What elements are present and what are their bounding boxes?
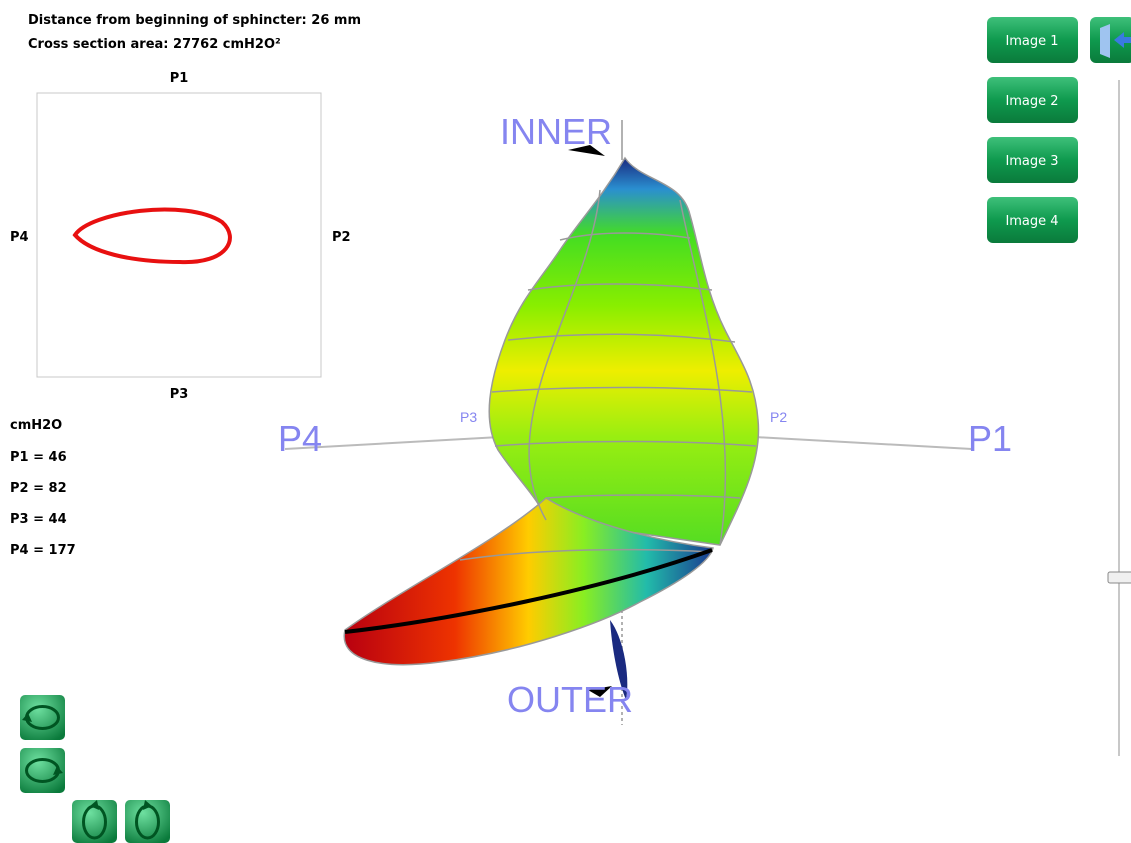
cross-section-box: [36, 92, 322, 378]
pressure-value: P4 = 177: [10, 543, 76, 558]
rotate-button-bg[interactable]: [20, 695, 65, 740]
marker-right-label: P2: [770, 409, 787, 425]
rotate-button[interactable]: [20, 695, 65, 740]
rotate-button[interactable]: [72, 800, 117, 843]
area-label: Cross section area: 27762 cmH2O²: [28, 37, 281, 52]
image-button[interactable]: Image 1: [987, 17, 1078, 63]
sphincter-lobe: [343, 497, 714, 666]
cross-right-label: P2: [332, 230, 351, 245]
cross-left-label: P4: [10, 230, 29, 245]
axis-line: [284, 436, 501, 450]
back-icon[interactable]: [1114, 32, 1131, 48]
rotate-icon[interactable]: [53, 766, 63, 775]
pressure-value: P2 = 82: [10, 481, 67, 496]
cross-top-label: P1: [170, 71, 189, 86]
distance-label: Distance from beginning of sphincter: 26…: [28, 13, 361, 28]
rotate-button-bg[interactable]: [72, 800, 117, 843]
pressure-value: P3 = 44: [10, 512, 67, 527]
back-button[interactable]: [1090, 17, 1131, 63]
inner-label: INNER: [500, 111, 612, 152]
position-line: [344, 548, 713, 634]
button-bg[interactable]: [987, 137, 1078, 183]
cross-bottom-label: P3: [170, 387, 189, 402]
contour-lines: [459, 189, 757, 561]
axis-left-label: P4: [278, 418, 322, 459]
image-button[interactable]: Image 4: [987, 197, 1078, 243]
button-bg[interactable]: [987, 17, 1078, 63]
image-button[interactable]: Image 3: [987, 137, 1078, 183]
cross-section-outline: [72, 207, 232, 265]
outer-tip: [610, 620, 628, 700]
button-label[interactable]: Image 4: [1005, 214, 1058, 229]
sphincter-body: [488, 156, 760, 546]
marker-left-label: P3: [460, 409, 477, 425]
button-label[interactable]: Image 3: [1005, 154, 1058, 169]
image-button[interactable]: Image 2: [987, 77, 1078, 123]
button-label[interactable]: Image 1: [1005, 34, 1058, 49]
button-label[interactable]: Image 2: [1005, 94, 1058, 109]
rotate-icon[interactable]: [22, 713, 32, 722]
rotate-button[interactable]: [20, 748, 65, 793]
slider-thumb[interactable]: [1107, 571, 1131, 584]
pressure-unit: cmH2O: [10, 418, 62, 433]
axis-right-label: P1: [968, 418, 1012, 459]
axis-line: [754, 436, 973, 450]
back-icon[interactable]: [1100, 24, 1110, 58]
rotate-button[interactable]: [125, 800, 170, 843]
rotate-icon[interactable]: [143, 800, 152, 810]
inner-arrow: [568, 145, 605, 156]
rotate-button-bg[interactable]: [20, 748, 65, 793]
button-bg[interactable]: [987, 77, 1078, 123]
rotate-icon[interactable]: [90, 800, 99, 810]
view-3d: INNER OUTER P4 P1 P3 P2: [278, 111, 1012, 725]
outer-label: OUTER: [507, 679, 633, 720]
pressure-value: P1 = 46: [10, 450, 67, 465]
rotate-button-bg[interactable]: [125, 800, 170, 843]
outer-arrow: [588, 686, 612, 697]
button-bg[interactable]: [987, 197, 1078, 243]
